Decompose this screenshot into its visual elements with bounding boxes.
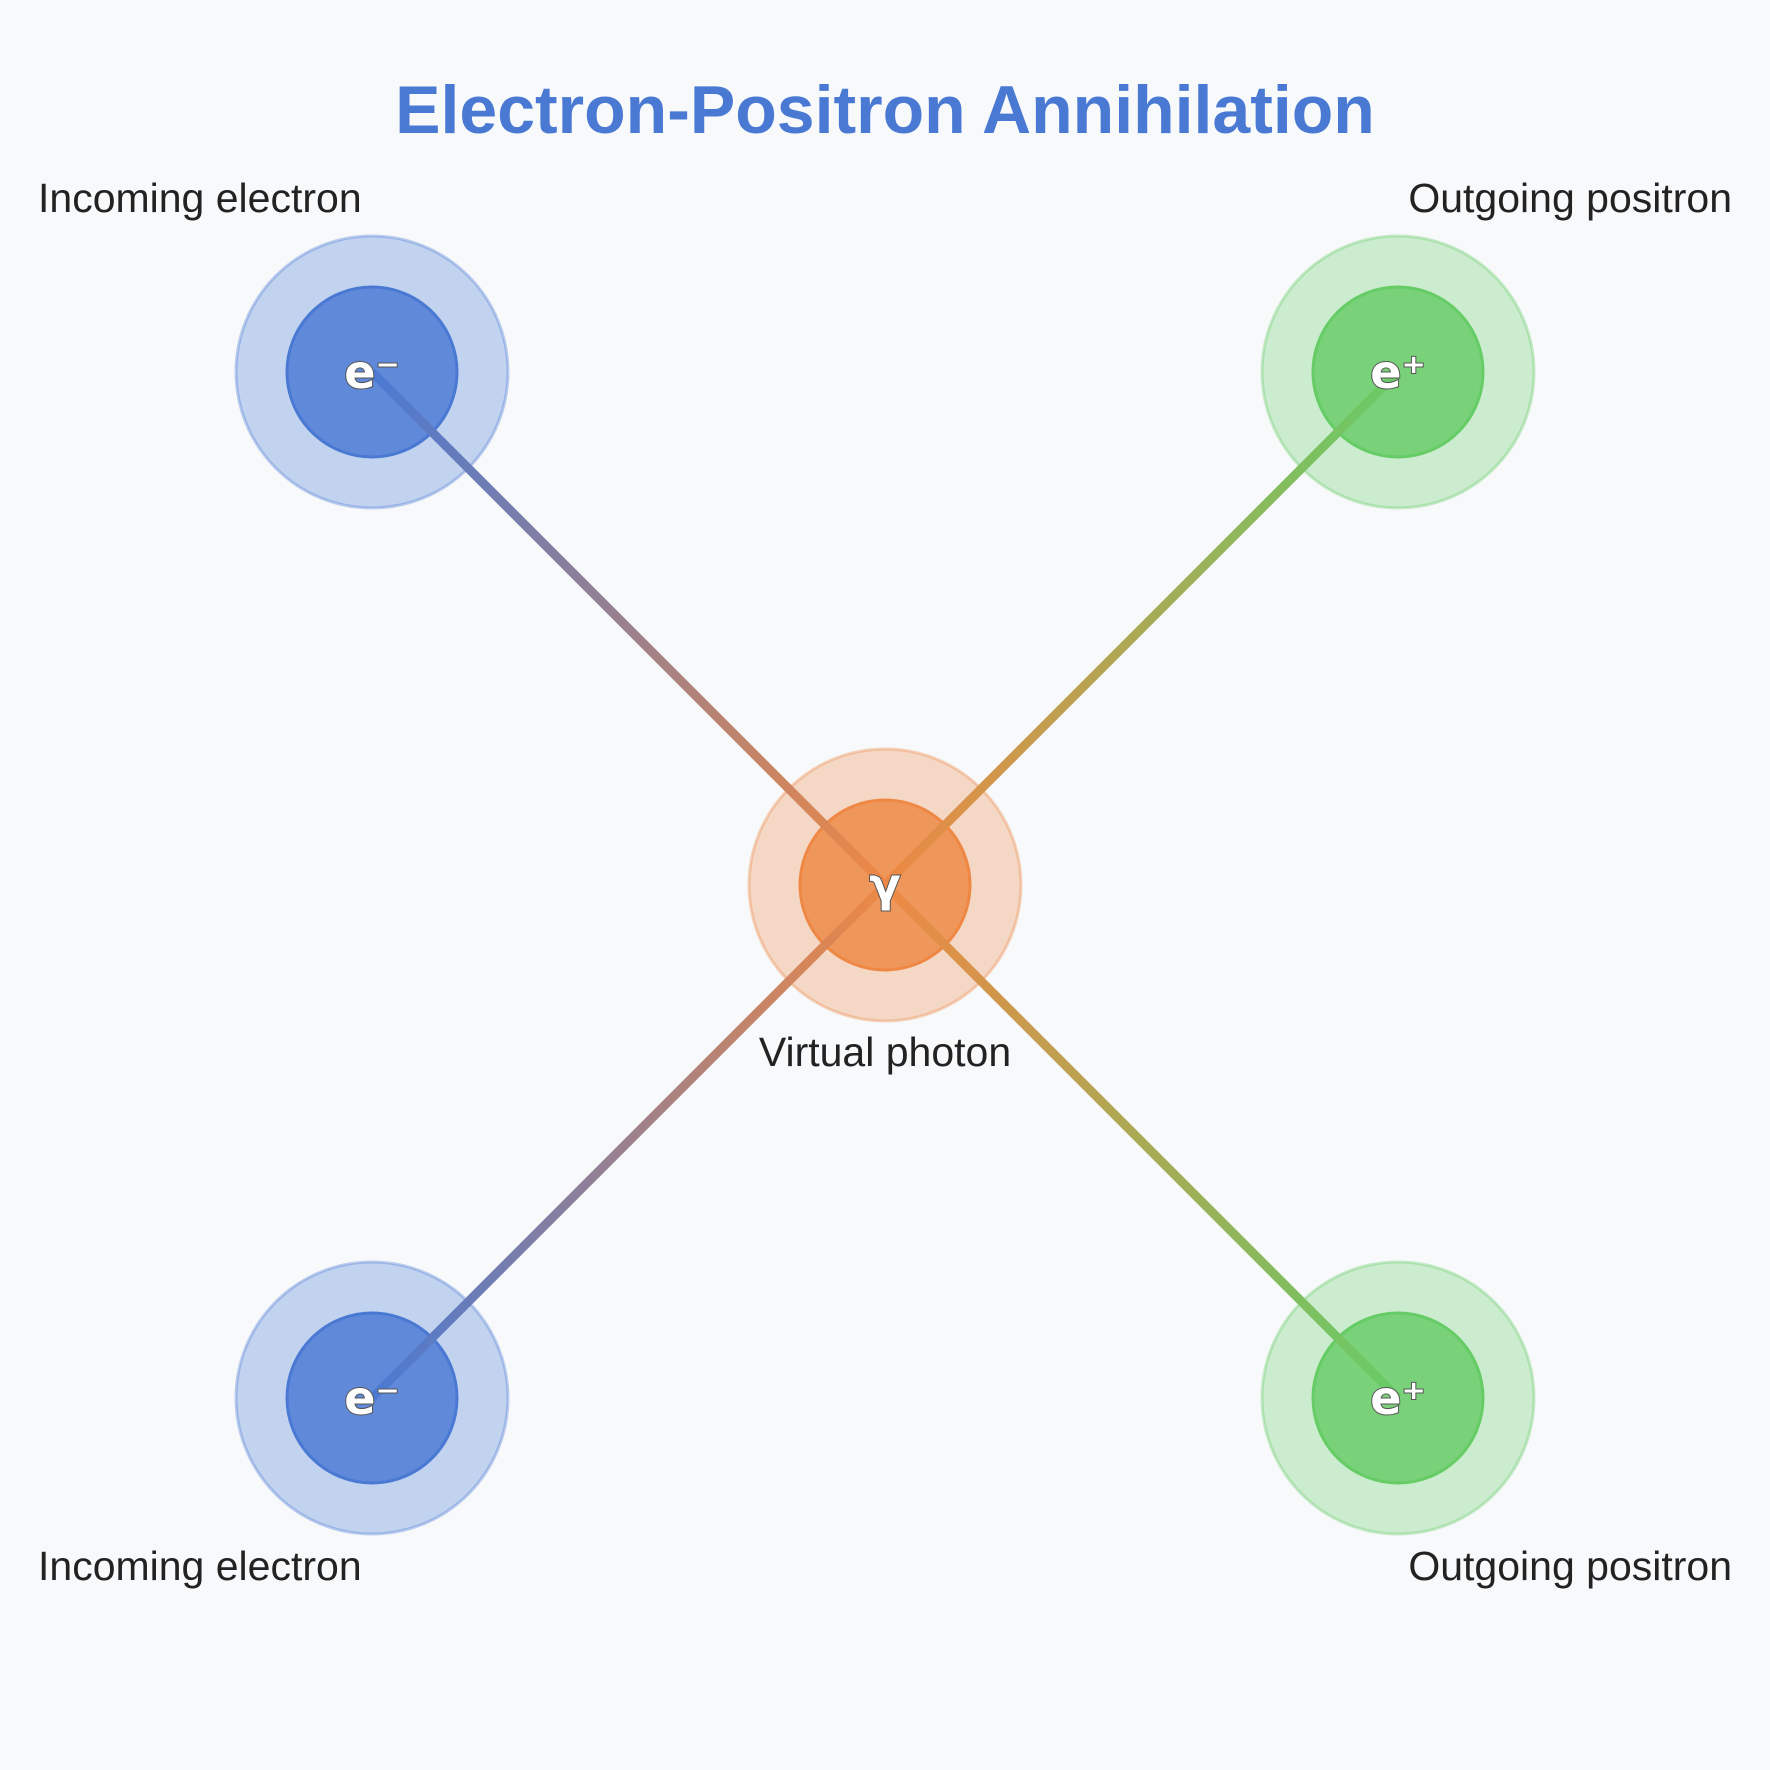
electron-top-line — [368, 368, 889, 889]
positron-bottom-label: Outgoing positron — [1408, 1543, 1732, 1589]
electron-top-symbol: e⁻ — [344, 345, 399, 399]
positron-bottom-symbol: e⁺ — [1370, 1371, 1425, 1425]
positron-top-label: Outgoing positron — [1408, 175, 1732, 221]
positron-top-symbol: e⁺ — [1370, 345, 1425, 399]
electron-top-label: Incoming electron — [38, 175, 362, 221]
photon-symbol: γ — [869, 858, 900, 912]
positron-top-line — [881, 368, 1402, 889]
electron-bottom-symbol: e⁻ — [344, 1371, 399, 1425]
diagram-title: Electron-Positron Annihilation — [395, 72, 1375, 148]
electron-bottom-label: Incoming electron — [38, 1543, 362, 1589]
photon-label: Virtual photon — [759, 1029, 1011, 1075]
positron-bottom-line — [881, 881, 1402, 1402]
electron-bottom-line — [368, 881, 889, 1402]
